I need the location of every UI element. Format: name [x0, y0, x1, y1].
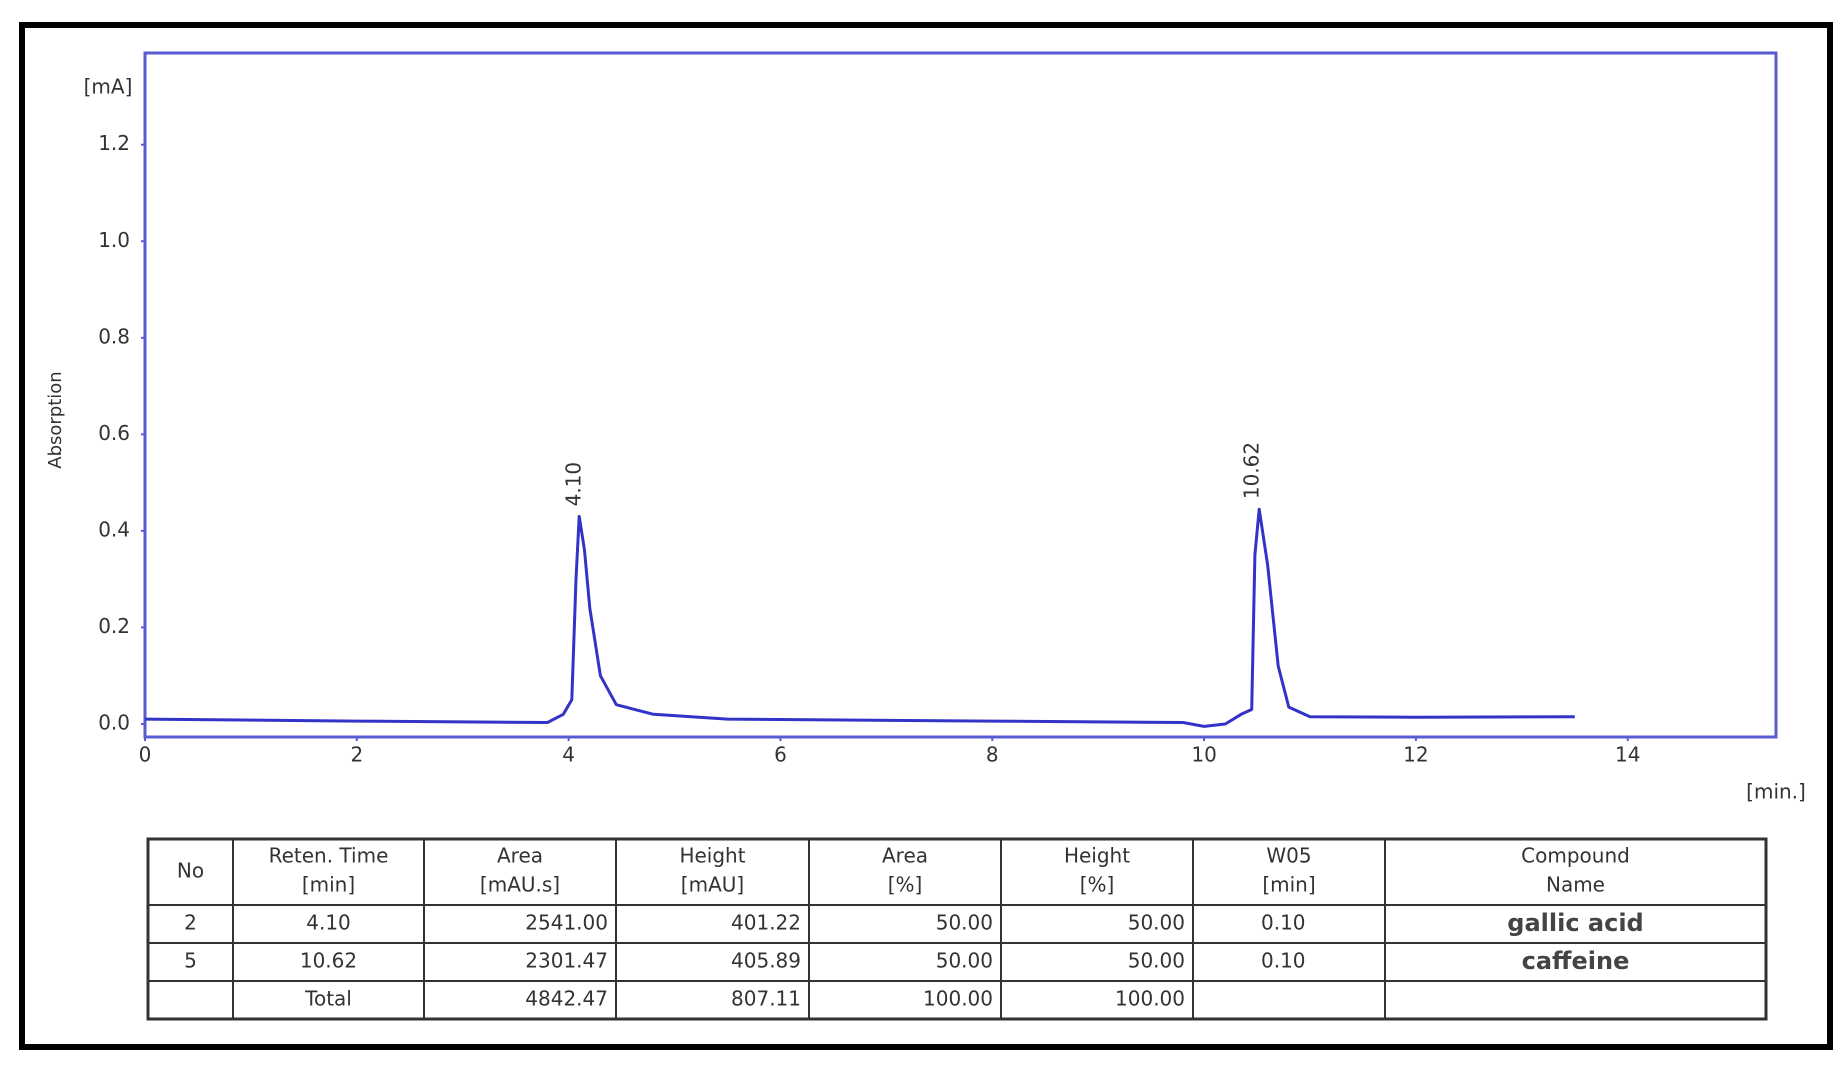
peak-label: 10.62	[1240, 442, 1264, 499]
x-tick-label: 4	[562, 743, 575, 767]
table-header: [min]	[1262, 873, 1315, 897]
table-header: Area	[497, 844, 543, 868]
table-header: Name	[1546, 873, 1605, 897]
table-cell: 10.62	[300, 949, 357, 973]
table-cell: 2541.00	[525, 911, 608, 935]
compound-name: caffeine	[1522, 947, 1630, 975]
table-cell: 2301.47	[525, 949, 608, 973]
table-header: [%]	[1080, 873, 1115, 897]
x-tick-label: 6	[774, 743, 787, 767]
y-tick-label: 1.0	[98, 228, 130, 252]
table-cell: Total	[304, 987, 352, 1011]
table-cell: 807.11	[731, 987, 801, 1011]
x-tick-label: 10	[1191, 743, 1216, 767]
table-cell: 401.22	[731, 911, 801, 935]
table-cell: 5	[184, 949, 197, 973]
x-tick-label: 12	[1403, 743, 1428, 767]
y-tick-label: 0.0	[98, 710, 130, 734]
table-cell: 100.00	[1115, 987, 1185, 1011]
table-cell: 0.10	[1261, 949, 1306, 973]
table-cell: 50.00	[936, 911, 993, 935]
table-header: [%]	[888, 873, 923, 897]
plot-frame	[143, 51, 1778, 739]
table-cell: 4.10	[306, 911, 351, 935]
compound-name: gallic acid	[1507, 909, 1643, 937]
table-cell: 2	[184, 911, 197, 935]
table-header: Height	[1064, 844, 1130, 868]
outer-frame	[19, 22, 1833, 1050]
table-header: Height	[679, 844, 745, 868]
x-tick-label: 0	[139, 743, 152, 767]
y-tick-label: 0.6	[98, 421, 130, 445]
table-cell: 50.00	[1128, 911, 1185, 935]
y-unit: [mA]	[84, 75, 133, 99]
table-header: [min]	[302, 873, 355, 897]
table-cell: 405.89	[731, 949, 801, 973]
x-tick-label: 14	[1615, 743, 1640, 767]
table-cell: 0.10	[1261, 911, 1306, 935]
table-cell: 50.00	[936, 949, 993, 973]
y-tick-label: 0.8	[98, 324, 130, 348]
peak-label: 4.10	[562, 462, 586, 507]
y-tick-label: 1.2	[98, 131, 130, 155]
x-tick-label: 2	[350, 743, 363, 767]
y-tick-label: 0.2	[98, 614, 130, 638]
x-tick-label: 8	[986, 743, 999, 767]
table-header: W05	[1266, 844, 1311, 868]
y-axis-label: Absorption	[45, 371, 66, 468]
table-header: Reten. Time	[269, 844, 389, 868]
table-cell: 100.00	[923, 987, 993, 1011]
y-tick-label: 0.4	[98, 517, 130, 541]
table-header: Area	[882, 844, 928, 868]
table-header: Compound	[1521, 844, 1630, 868]
table-header: [mAU.s]	[480, 873, 560, 897]
table-frame	[146, 837, 1768, 1021]
table-cell: 50.00	[1128, 949, 1185, 973]
table-header: No	[177, 859, 204, 883]
table-cell: 4842.47	[525, 987, 608, 1011]
x-axis-label: [min.]	[1746, 780, 1806, 804]
series-line	[144, 507, 1575, 728]
table-header: [mAU]	[681, 873, 744, 897]
